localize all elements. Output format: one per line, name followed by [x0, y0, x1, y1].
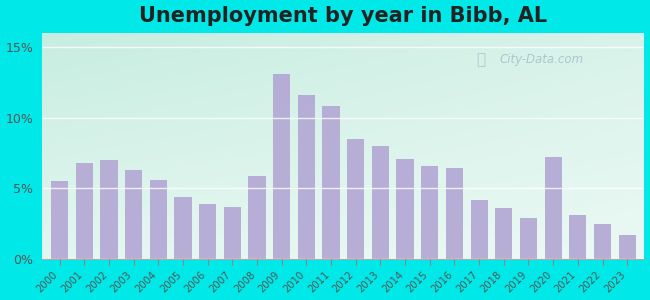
Bar — [594, 224, 611, 259]
Bar — [372, 146, 389, 259]
Bar — [76, 163, 93, 259]
Text: Ⓢ: Ⓢ — [476, 52, 485, 67]
Bar — [495, 208, 512, 259]
Bar — [199, 204, 216, 259]
Title: Unemployment by year in Bibb, AL: Unemployment by year in Bibb, AL — [139, 6, 547, 26]
Bar — [569, 215, 586, 259]
Bar — [298, 95, 315, 259]
Bar — [101, 160, 118, 259]
Bar — [150, 180, 167, 259]
Bar — [322, 106, 340, 259]
Bar — [273, 74, 291, 259]
Bar — [51, 181, 68, 259]
Bar — [224, 207, 241, 259]
Bar — [125, 170, 142, 259]
Bar — [248, 176, 266, 259]
Bar — [446, 169, 463, 259]
Bar — [471, 200, 488, 259]
Bar — [347, 139, 365, 259]
Bar — [396, 159, 414, 259]
Bar — [174, 197, 192, 259]
Bar — [619, 235, 636, 259]
Bar — [520, 218, 537, 259]
Bar — [421, 166, 439, 259]
Text: City-Data.com: City-Data.com — [500, 53, 584, 66]
Bar — [545, 157, 562, 259]
